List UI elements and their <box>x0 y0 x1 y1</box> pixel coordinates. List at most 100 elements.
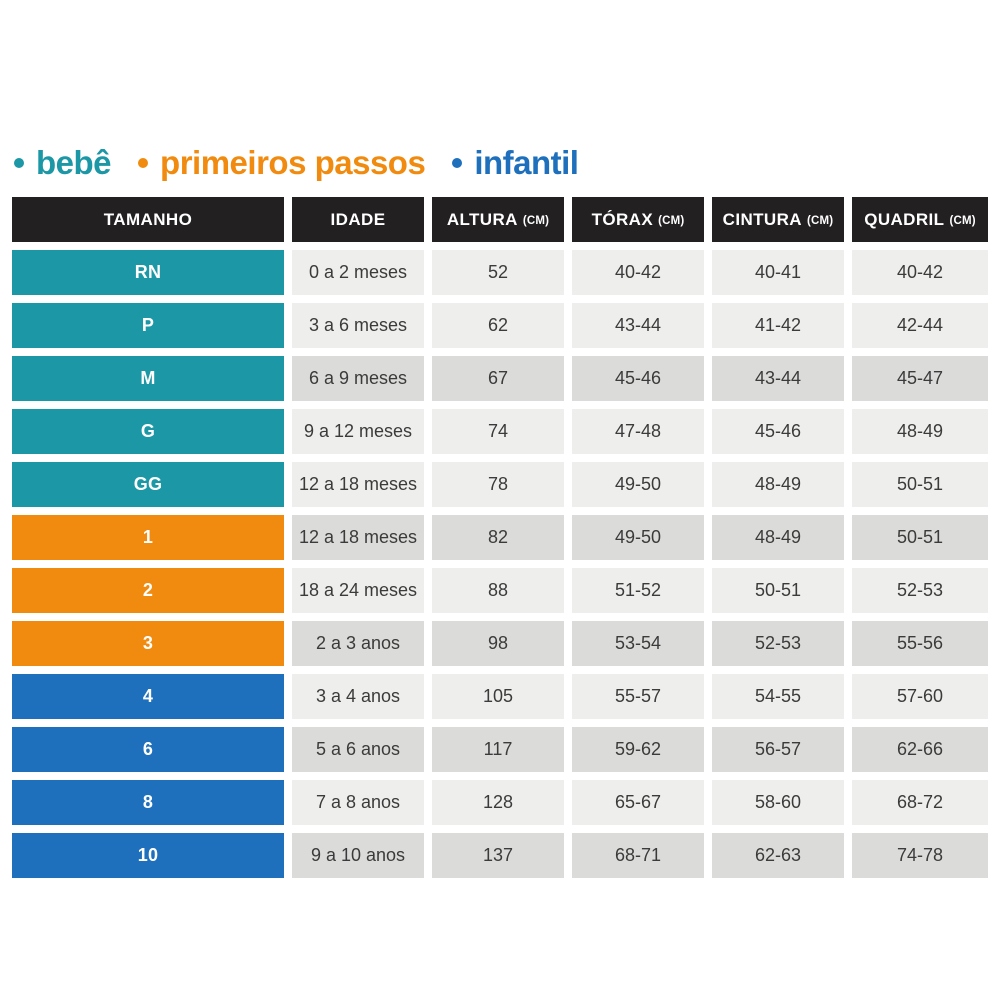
altura-cell: 137 <box>432 833 564 878</box>
torax-cell: 65-67 <box>572 780 704 825</box>
altura-cell: 62 <box>432 303 564 348</box>
torax-cell: 45-46 <box>572 356 704 401</box>
legend-dot-icon <box>138 157 149 168</box>
altura-cell: 78 <box>432 462 564 507</box>
idade-cell: 0 a 2 meses <box>292 250 424 295</box>
size-cell: P <box>12 303 284 348</box>
size-cell: 3 <box>12 621 284 666</box>
idade-cell: 6 a 9 meses <box>292 356 424 401</box>
column-header-label: TÓRAX <box>591 209 654 229</box>
quadril-cell: 48-49 <box>852 409 988 454</box>
legend-item-label: primeiros passos <box>160 144 426 181</box>
idade-cell: 5 a 6 anos <box>292 727 424 772</box>
column-header: ALTURA (CM) <box>432 197 564 242</box>
torax-cell: 47-48 <box>572 409 704 454</box>
column-header-label: CINTURA <box>722 209 802 229</box>
column-header: TÓRAX (CM) <box>572 197 704 242</box>
cintura-cell: 48-49 <box>712 462 844 507</box>
idade-cell: 9 a 12 meses <box>292 409 424 454</box>
legend-item: bebê <box>14 144 112 181</box>
legend-dot-icon <box>14 157 24 168</box>
column-header-label: IDADE <box>330 209 386 229</box>
altura-cell: 128 <box>432 780 564 825</box>
column-header: IDADE <box>292 197 424 242</box>
size-cell: RN <box>12 250 284 295</box>
quadril-cell: 74-78 <box>852 833 988 878</box>
column-header: QUADRIL (CM) <box>852 197 988 242</box>
legend-item: infantil <box>452 144 579 181</box>
quadril-cell: 50-51 <box>852 462 988 507</box>
column-header-label: QUADRIL <box>864 209 945 229</box>
quadril-cell: 45-47 <box>852 356 988 401</box>
quadril-cell: 57-60 <box>852 674 988 719</box>
torax-cell: 40-42 <box>572 250 704 295</box>
idade-cell: 9 a 10 anos <box>292 833 424 878</box>
category-legend: bebê primeiros passos infantil <box>14 144 579 181</box>
quadril-cell: 52-53 <box>852 568 988 613</box>
cintura-cell: 50-51 <box>712 568 844 613</box>
altura-cell: 98 <box>432 621 564 666</box>
legend-dot-icon <box>452 157 463 168</box>
size-cell: 10 <box>12 833 284 878</box>
size-cell: 2 <box>12 568 284 613</box>
legend-item-label: bebê <box>36 144 112 181</box>
column-header: CINTURA (CM) <box>712 197 844 242</box>
torax-cell: 68-71 <box>572 833 704 878</box>
idade-cell: 18 a 24 meses <box>292 568 424 613</box>
cintura-cell: 48-49 <box>712 515 844 560</box>
altura-cell: 67 <box>432 356 564 401</box>
torax-cell: 59-62 <box>572 727 704 772</box>
size-cell: 4 <box>12 674 284 719</box>
column-header: TAMANHO <box>12 197 284 242</box>
idade-cell: 12 a 18 meses <box>292 462 424 507</box>
size-cell: M <box>12 356 284 401</box>
cintura-cell: 40-41 <box>712 250 844 295</box>
idade-cell: 7 a 8 anos <box>292 780 424 825</box>
torax-cell: 49-50 <box>572 462 704 507</box>
column-header-unit: (CM) <box>806 214 834 227</box>
quadril-cell: 42-44 <box>852 303 988 348</box>
idade-cell: 3 a 6 meses <box>292 303 424 348</box>
cintura-cell: 41-42 <box>712 303 844 348</box>
quadril-cell: 62-66 <box>852 727 988 772</box>
torax-cell: 55-57 <box>572 674 704 719</box>
size-cell: 1 <box>12 515 284 560</box>
quadril-cell: 40-42 <box>852 250 988 295</box>
cintura-cell: 58-60 <box>712 780 844 825</box>
cintura-cell: 56-57 <box>712 727 844 772</box>
idade-cell: 12 a 18 meses <box>292 515 424 560</box>
torax-cell: 53-54 <box>572 621 704 666</box>
torax-cell: 49-50 <box>572 515 704 560</box>
size-cell: G <box>12 409 284 454</box>
legend-item-label: infantil <box>474 144 579 181</box>
quadril-cell: 55-56 <box>852 621 988 666</box>
column-header-label: ALTURA <box>446 209 518 229</box>
size-table: TAMANHO IDADE ALTURA (CM) TÓRAX (CM) CIN… <box>12 197 988 878</box>
column-header-unit: (CM) <box>949 214 976 227</box>
torax-cell: 43-44 <box>572 303 704 348</box>
altura-cell: 52 <box>432 250 564 295</box>
cintura-cell: 45-46 <box>712 409 844 454</box>
size-cell: 8 <box>12 780 284 825</box>
quadril-cell: 50-51 <box>852 515 988 560</box>
altura-cell: 105 <box>432 674 564 719</box>
column-header-unit: (CM) <box>522 214 550 227</box>
cintura-cell: 54-55 <box>712 674 844 719</box>
cintura-cell: 43-44 <box>712 356 844 401</box>
altura-cell: 88 <box>432 568 564 613</box>
size-cell: 6 <box>12 727 284 772</box>
size-cell: GG <box>12 462 284 507</box>
torax-cell: 51-52 <box>572 568 704 613</box>
altura-cell: 117 <box>432 727 564 772</box>
altura-cell: 74 <box>432 409 564 454</box>
legend-item: primeiros passos <box>138 144 426 181</box>
quadril-cell: 68-72 <box>852 780 988 825</box>
cintura-cell: 62-63 <box>712 833 844 878</box>
altura-cell: 82 <box>432 515 564 560</box>
idade-cell: 3 a 4 anos <box>292 674 424 719</box>
column-header-unit: (CM) <box>658 214 685 227</box>
column-header-label: TAMANHO <box>103 209 193 229</box>
cintura-cell: 52-53 <box>712 621 844 666</box>
idade-cell: 2 a 3 anos <box>292 621 424 666</box>
